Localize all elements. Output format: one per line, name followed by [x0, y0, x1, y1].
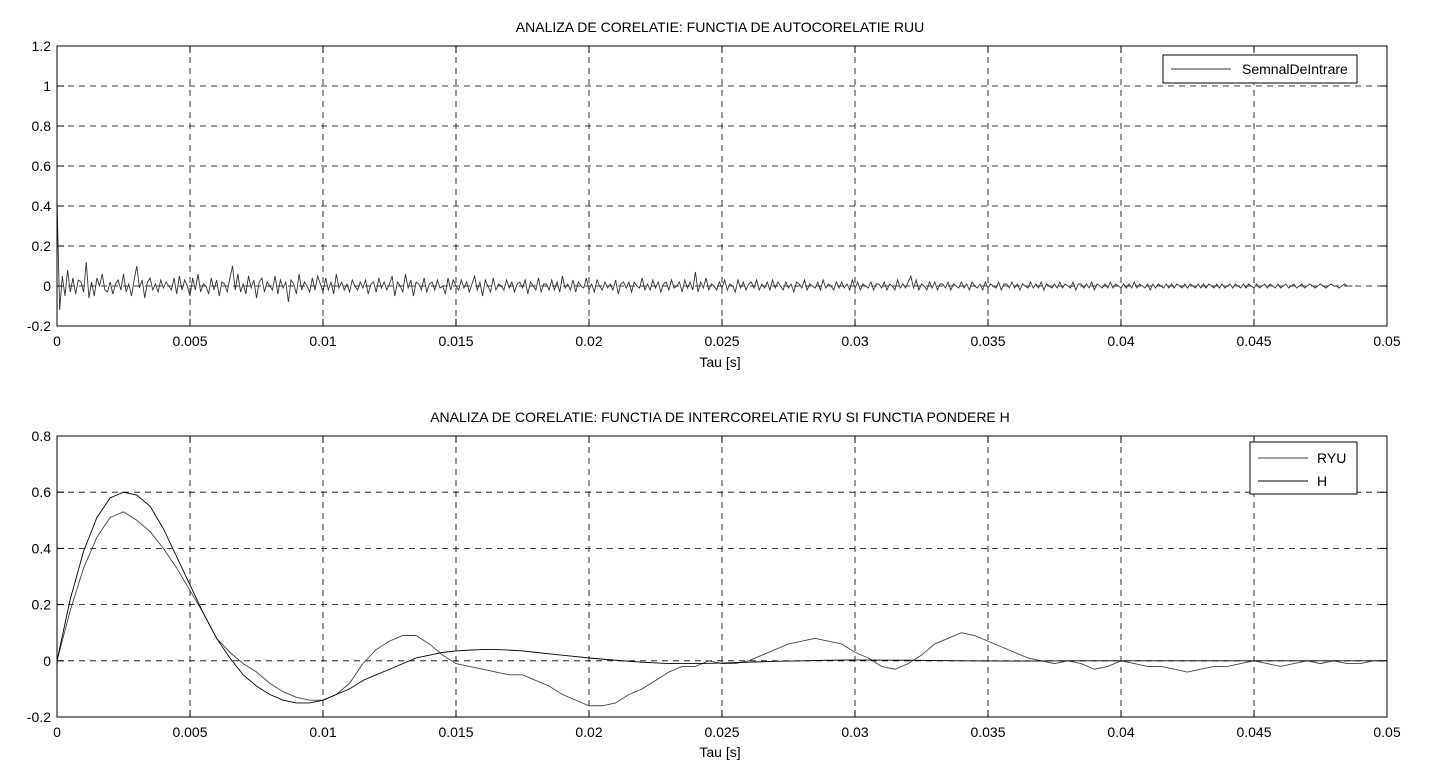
y-tick-label: 0.8: [32, 118, 52, 134]
x-tick-label: 0.035: [970, 724, 1005, 740]
x-tick-label: 0.035: [970, 333, 1005, 349]
plot-frame: [56, 435, 1388, 718]
x-tick-label: 0.04: [1107, 724, 1134, 740]
intercorrelation-axes: ANALIZA DE CORELATIE: FUNCTIA DE INTERCO…: [27, 409, 1401, 760]
legend: SemnalDeIntrare: [1162, 54, 1358, 84]
y-tick-label: 1: [43, 78, 51, 94]
x-axis-label: Tau [s]: [699, 354, 740, 370]
x-tick-label: 0.01: [309, 724, 336, 740]
y-tick-label: 0.8: [32, 428, 52, 444]
plot-area: [57, 46, 1387, 326]
legend-label-h: H: [1317, 473, 1327, 489]
y-tick-label: -0.2: [27, 709, 51, 725]
y-tick-label: 0.6: [32, 158, 52, 174]
axis-ticks: 0 0.005 0.01 0.015 0.02 0.025 0.03 0.035 0.04 0.0…: [27, 428, 1401, 740]
y-tick-label: 0: [43, 653, 51, 669]
x-tick-label: 0.015: [438, 724, 473, 740]
grid-lines: [57, 46, 1387, 326]
x-tick-label: 0.025: [704, 724, 739, 740]
chart-title: ANALIZA DE CORELATIE: FUNCTIA DE AUTOCOR…: [516, 19, 924, 35]
x-tick-label: 0.03: [841, 333, 868, 349]
y-tick-label: 0.2: [32, 597, 52, 613]
y-tick-label: -0.2: [27, 318, 51, 334]
legend: RYU H: [1249, 441, 1358, 495]
legend-label-semnaldeintrare: SemnalDeIntrare: [1242, 61, 1348, 77]
series-line-semnaldeintrare: [56, 199, 1353, 311]
x-tick-label: 0.015: [438, 333, 473, 349]
legend-box: [1249, 441, 1358, 495]
chart-title: ANALIZA DE CORELATIE: FUNCTIA DE INTERCO…: [430, 409, 1010, 425]
x-tick-label: 0.05: [1373, 724, 1400, 740]
y-tick-label: 0.2: [32, 238, 52, 254]
y-tick-label: 0: [43, 278, 51, 294]
x-tick-label: 0.045: [1236, 724, 1271, 740]
x-tick-label: 0.005: [172, 724, 207, 740]
autocorrelation-axes: ANALIZA DE CORELATIE: FUNCTIA DE AUTOCOR…: [27, 19, 1401, 370]
x-tick-label: 0.05: [1373, 333, 1400, 349]
y-tick-label: 0.6: [32, 484, 52, 500]
series-line-h: [56, 491, 1387, 704]
x-tick-label: 0.03: [841, 724, 868, 740]
legend-label-ryu: RYU: [1317, 450, 1346, 466]
series-group: [56, 491, 1387, 707]
plot-frame: [56, 45, 1388, 327]
x-tick-label: 0.04: [1107, 333, 1134, 349]
series-group: [56, 199, 1353, 311]
x-tick-label: 0.005: [172, 333, 207, 349]
x-tick-label: 0: [53, 724, 61, 740]
x-tick-label: 0.01: [309, 333, 336, 349]
y-tick-label: 0.4: [32, 198, 52, 214]
y-tick-label: 1.2: [32, 38, 52, 54]
x-tick-label: 0.025: [704, 333, 739, 349]
x-axis-label: Tau [s]: [699, 744, 740, 760]
x-tick-label: 0.02: [575, 724, 602, 740]
x-tick-label: 0.02: [575, 333, 602, 349]
plot-area: [57, 436, 1387, 717]
axis-ticks: 0 0.005 0.01 0.015 0.02 0.025 0.03 0.035 0.04 0.0…: [27, 38, 1401, 349]
x-tick-label: 0: [53, 333, 61, 349]
series-line-ryu: [56, 511, 1387, 707]
y-tick-label: 0.4: [32, 540, 52, 556]
x-tick-label: 0.045: [1236, 333, 1271, 349]
